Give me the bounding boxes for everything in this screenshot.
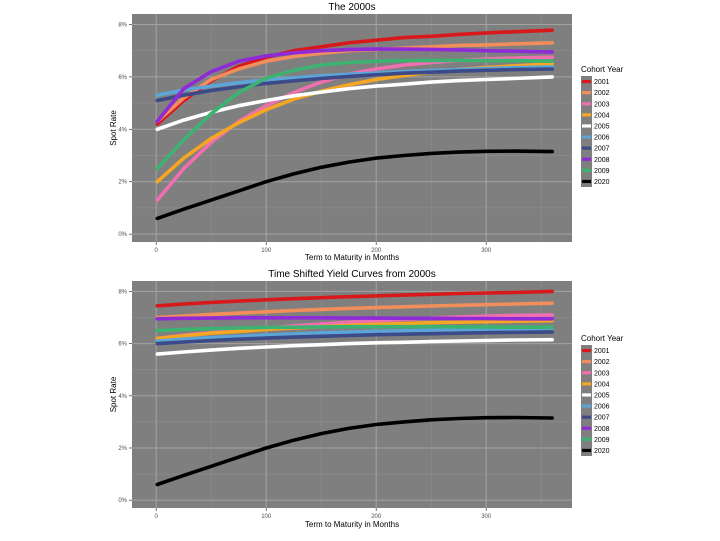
- legend-label-2005: 2005: [594, 392, 610, 399]
- legend-label-2004: 2004: [594, 381, 610, 388]
- y-axis-label: Spot Rate: [109, 376, 118, 412]
- chart-panel-2: 0 100 200 300 0% 2% 4% 6% 8% Time Shifted Yield C…: [109, 269, 624, 529]
- chart-title: The 2000s: [328, 2, 375, 13]
- x-tick-label: 100: [261, 514, 272, 520]
- series-line-2007: [155, 330, 555, 346]
- series-line-2007: [155, 67, 555, 103]
- legend-label-2006: 2006: [594, 404, 610, 411]
- y-tick-label: 2%: [118, 180, 127, 186]
- chart-panel-1: 0 100 200 300 0% 2% 4% 6% 8% The 2000s Term to Mat…: [109, 2, 624, 262]
- legend-label-2002: 2002: [594, 90, 610, 97]
- y-tick-label: 0%: [118, 232, 127, 238]
- series-line-2006: [155, 326, 555, 343]
- legend-label-2008: 2008: [594, 426, 610, 433]
- legend-label-2001: 2001: [594, 348, 610, 355]
- y-tick-label: 6%: [118, 342, 127, 348]
- legend-label-2005: 2005: [594, 123, 610, 130]
- x-tick-label: 300: [481, 514, 492, 520]
- legend-label-2006: 2006: [594, 135, 610, 142]
- series-line-2009: [155, 58, 555, 171]
- y-tick-label: 2%: [118, 446, 127, 452]
- x-axis-label: Term to Maturity in Months: [305, 520, 399, 529]
- chart-title: Time Shifted Yield Curves from 2000s: [268, 269, 435, 280]
- legend-label-2003: 2003: [594, 101, 610, 108]
- legend-title: Cohort Year: [581, 65, 624, 74]
- x-tick-label: 0: [155, 514, 159, 520]
- y-tick-label: 4%: [118, 127, 127, 133]
- legend-label-2001: 2001: [594, 79, 610, 86]
- legend-key-background: [581, 76, 592, 187]
- x-tick-label: 100: [261, 248, 272, 254]
- x-tick-label: 0: [155, 248, 159, 254]
- y-tick-label: 0%: [118, 498, 127, 504]
- series-line-2001: [155, 289, 555, 308]
- legend: Cohort Year 2001 2002 2003 2004 2005 2006 2007 2…: [581, 334, 624, 456]
- x-tick-label: 300: [481, 248, 492, 254]
- series-line-2005: [155, 337, 555, 356]
- x-axis-label: Term to Maturity in Months: [305, 253, 399, 262]
- legend-label-2007: 2007: [594, 146, 610, 153]
- y-tick-label: 6%: [118, 75, 127, 81]
- y-tick-label: 4%: [118, 394, 127, 400]
- series-line-2020: [155, 415, 555, 487]
- y-tick-label: 8%: [118, 289, 127, 295]
- legend-label-2009: 2009: [594, 437, 610, 444]
- series-line-2020: [155, 149, 555, 221]
- legend-label-2009: 2009: [594, 168, 610, 175]
- y-tick-label: 8%: [118, 22, 127, 28]
- legend-key-background: [581, 345, 592, 456]
- legend: Cohort Year 2001 2002 2003 2004 2005 2006 2007 2…: [581, 65, 624, 187]
- y-axis-label: Spot Rate: [109, 110, 118, 146]
- legend-label-2008: 2008: [594, 157, 610, 164]
- x-tick-label: 200: [371, 248, 382, 254]
- series-line-2008: [155, 315, 555, 321]
- series-line-2002: [155, 301, 555, 320]
- legend-label-2020: 2020: [594, 448, 610, 455]
- series-line-2005: [155, 75, 555, 132]
- series-line-2009: [155, 324, 555, 333]
- series-line-2008: [155, 47, 555, 124]
- x-tick-label: 200: [371, 514, 382, 520]
- legend-label-2003: 2003: [594, 370, 610, 377]
- legend-title: Cohort Year: [581, 334, 624, 343]
- legend-label-2004: 2004: [594, 112, 610, 119]
- legend-label-2020: 2020: [594, 179, 610, 186]
- legend-label-2007: 2007: [594, 415, 610, 422]
- legend-label-2002: 2002: [594, 359, 610, 366]
